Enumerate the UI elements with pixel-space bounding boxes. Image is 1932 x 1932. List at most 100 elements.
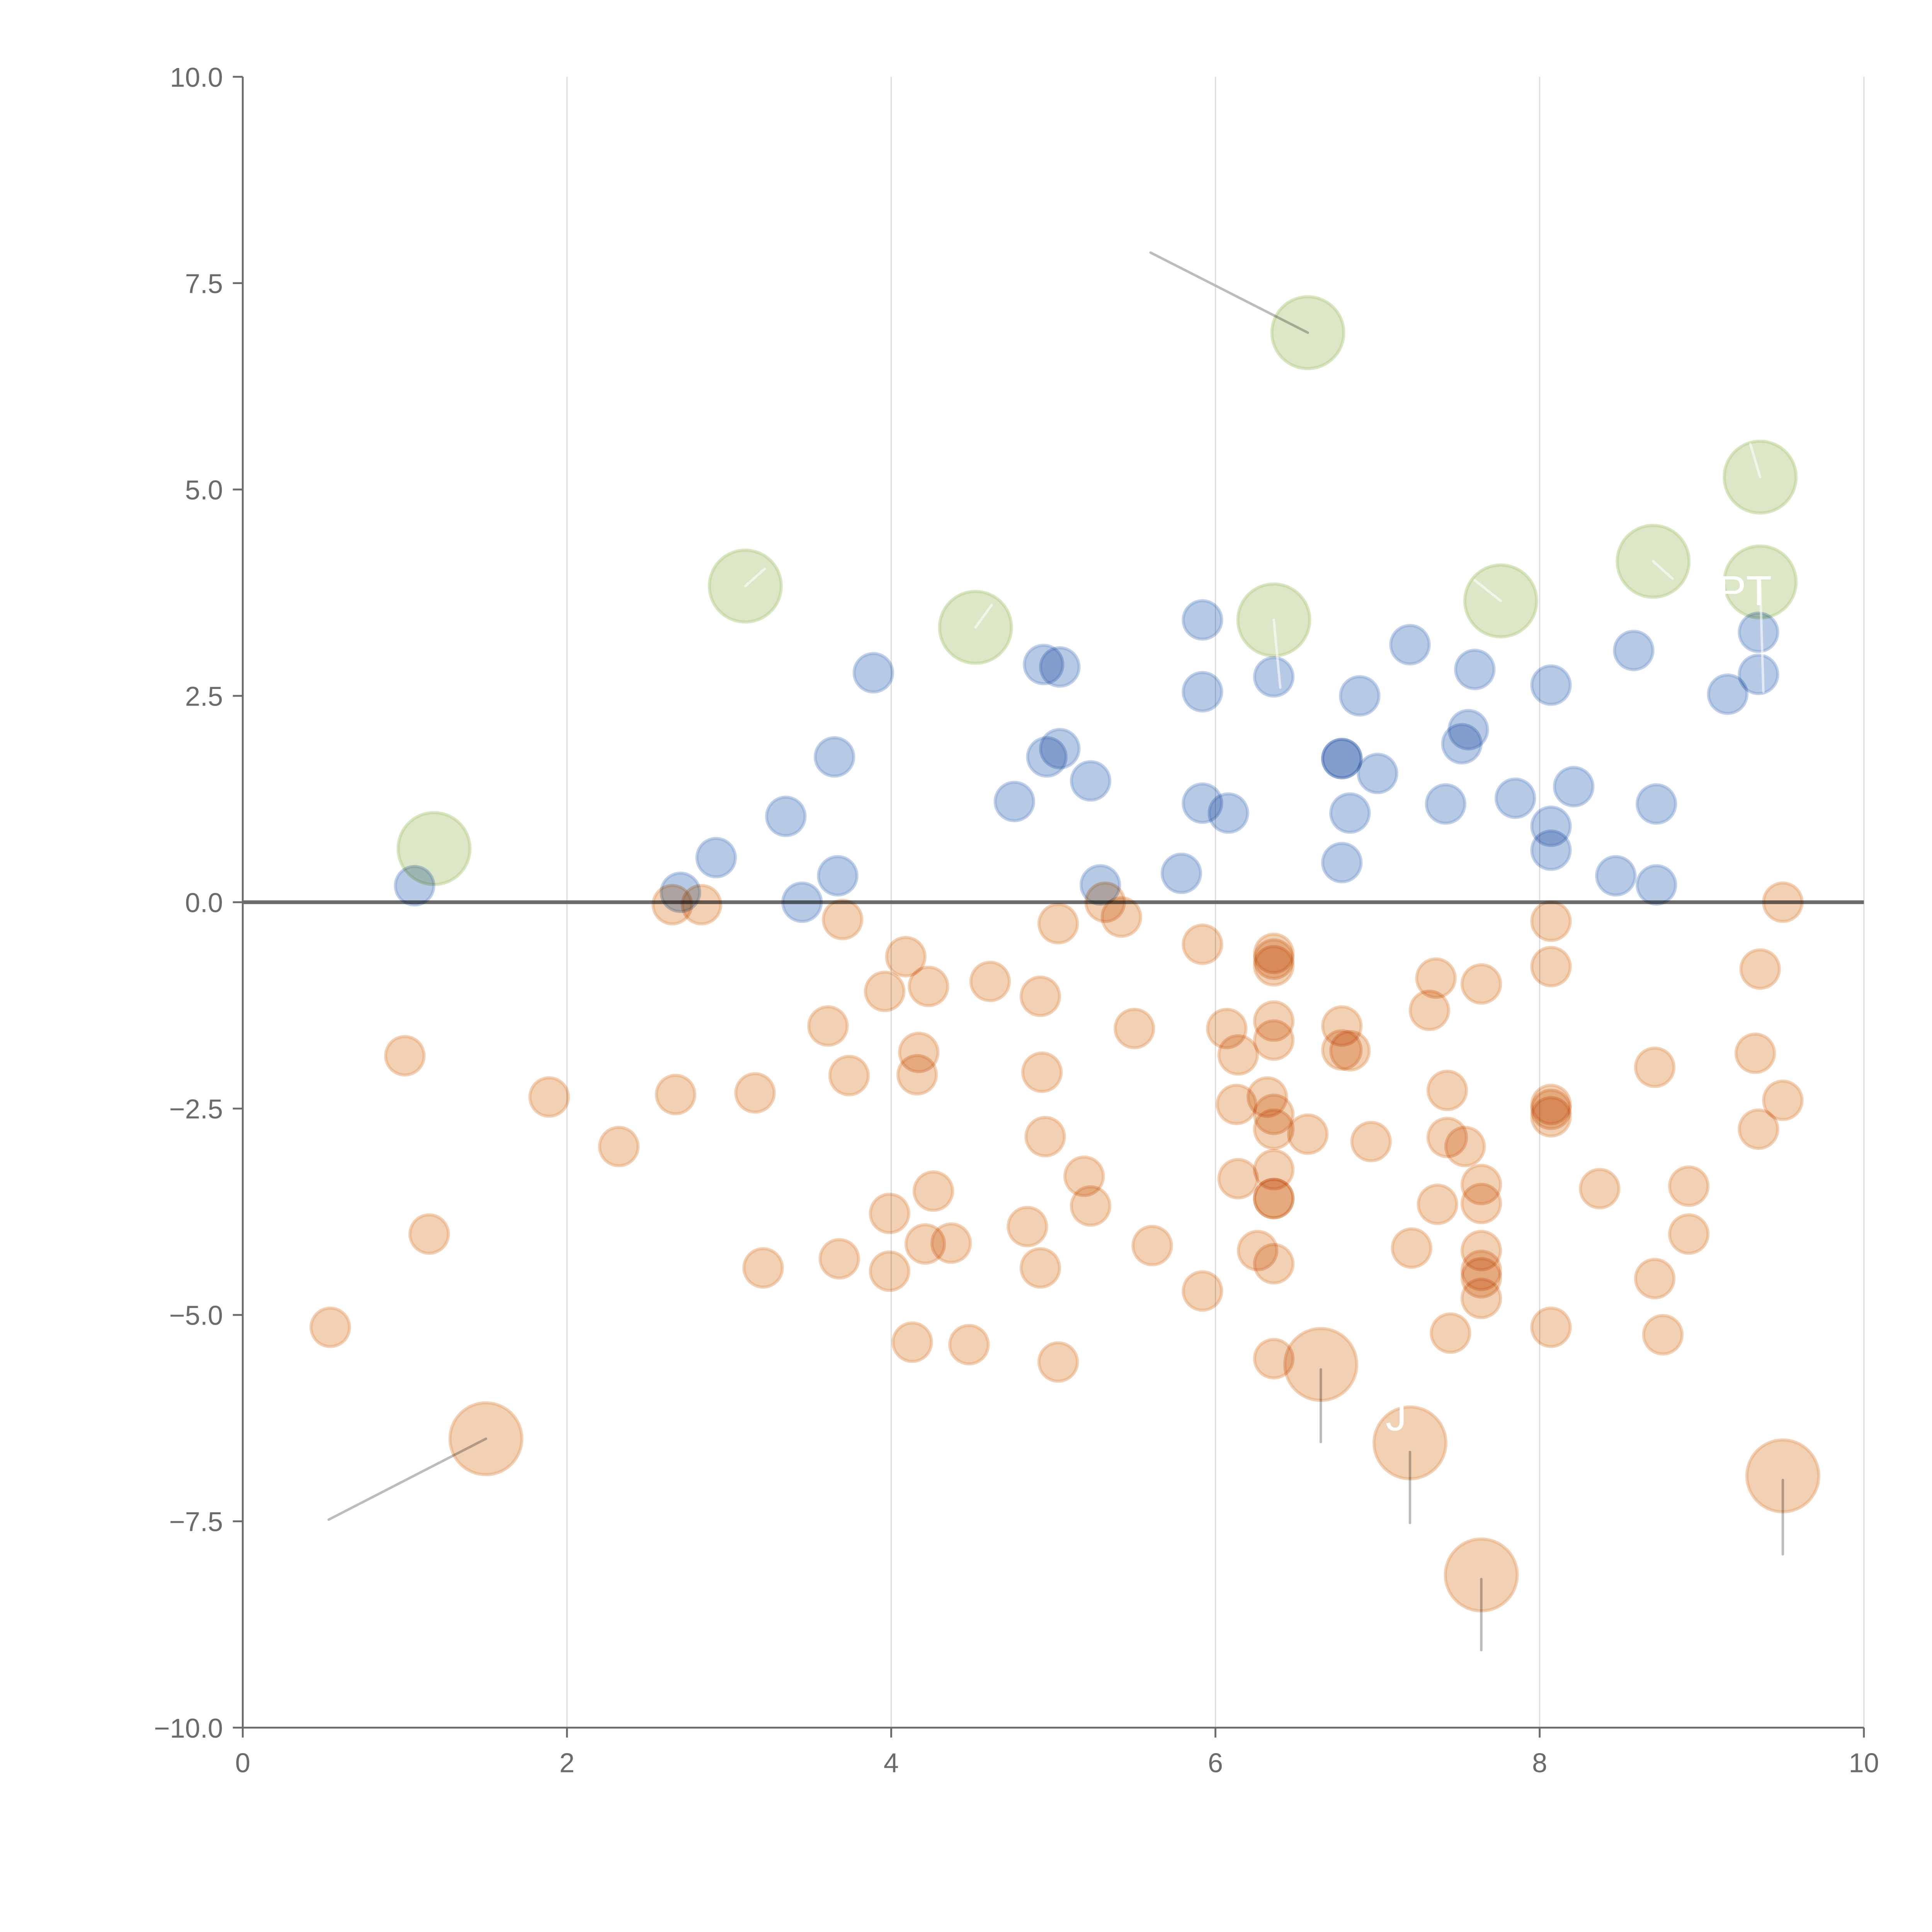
connector-line [744,567,766,587]
orange-highlight-point [1283,1327,1359,1402]
orange-point [1734,1032,1776,1074]
orange-point [1253,1178,1295,1219]
orange-point [1037,903,1079,945]
blue-point [1321,842,1363,884]
orange-point [1253,945,1295,987]
blue-point [1595,855,1637,897]
blue-point [817,855,859,897]
orange-point [1530,1096,1572,1138]
blue-point [1389,624,1431,666]
orange-point [1426,1070,1468,1111]
orange-point [807,1005,849,1047]
green-highlight-point [396,811,472,886]
orange-point [1530,946,1572,988]
orange-point [869,1192,910,1234]
orange-point [408,1213,450,1255]
y-tick-label: 0.0 [185,888,223,918]
y-tick-label: −7.5 [169,1507,223,1537]
y-tick-label: 7.5 [185,268,223,299]
blue-point [1447,709,1489,751]
orange-point [528,1076,570,1118]
y-tick-label: −5.0 [169,1300,223,1331]
orange-point [1642,1314,1684,1355]
orange-point [828,1054,870,1097]
orange-point [1114,1008,1155,1049]
orange-point [1131,1225,1173,1267]
blue-point [1329,792,1371,834]
orange-point [864,970,906,1012]
orange-point [384,1035,426,1077]
x-tick-label: 6 [1208,1748,1223,1778]
axes: 0 2 4 6 8 10 10.0 7.5 5.0 2.5 0.0 −2.5 −5.0 −7.5 −10.0 [154,62,1879,1778]
orange-point [1253,1243,1295,1285]
orange-point [1634,1258,1676,1299]
blue-point [1182,671,1223,713]
blue-point [1425,783,1466,825]
y-tick-label: 2.5 [185,681,223,712]
connector-line [1652,560,1674,580]
orange-point [1217,1158,1259,1200]
orange-point [1391,1227,1432,1269]
orange-point [1668,1213,1710,1255]
blue-point [1253,656,1295,698]
orange-highlight-point [1372,1405,1447,1481]
x-tick-label: 4 [884,1748,899,1778]
blue-point [1613,629,1655,672]
connector-line [1749,443,1762,478]
orange-point [1668,1165,1710,1207]
orange-point [1739,948,1781,990]
orange-point [310,1306,351,1348]
blue-point [1530,664,1572,706]
x-tick-label: 10 [1849,1748,1879,1778]
x-tick-label: 2 [560,1748,575,1778]
green-highlight-point [1270,295,1345,370]
orange-point [1415,957,1457,999]
orange-point [1019,975,1061,1017]
blue-point [695,837,737,879]
orange-point [1430,1312,1471,1354]
blue-point [1636,783,1677,825]
blue-point [1357,753,1398,794]
orange-point [1762,1079,1804,1121]
x-tick-label: 8 [1532,1748,1547,1778]
blue-point [1339,675,1381,717]
x-tick-label: 0 [235,1748,250,1778]
blue-point [1454,648,1496,690]
y-tick-label: −10.0 [154,1713,223,1743]
blue-point [1039,728,1081,770]
blue-point [813,736,855,778]
connector-line [1759,580,1765,693]
orange-point [598,1126,640,1167]
blue-point [1553,766,1595,808]
orange-point [908,966,949,1007]
orange-point [734,1072,776,1114]
orange-point [891,1321,933,1363]
orange-point [821,899,864,940]
blue-point [1160,852,1202,894]
blue-point [852,652,894,694]
blue-point [1070,760,1112,802]
orange-point [1007,1206,1048,1248]
orange-point [948,1324,990,1366]
blue-point [1494,777,1536,819]
y-tick-label: 10.0 [170,62,223,92]
orange-point [1634,1046,1676,1088]
annotation-label: J [1386,1393,1406,1440]
orange-point [1019,1247,1061,1289]
orange-point [869,1250,910,1292]
orange-point [1460,1182,1502,1225]
orange-point [680,884,723,926]
orange-point [1350,1121,1392,1163]
blue-point [1738,653,1779,696]
orange-point [1037,1341,1079,1383]
orange-highlight-point [448,1401,524,1476]
orange-highlight-point [1444,1537,1519,1612]
orange-point [1530,1306,1572,1348]
orange-point [885,936,927,978]
connector-line [1473,579,1502,602]
y-tick-label: −2.5 [169,1094,223,1124]
orange-point [1287,1113,1329,1155]
orange-point [1460,963,1502,1005]
connector-line [1272,619,1282,689]
